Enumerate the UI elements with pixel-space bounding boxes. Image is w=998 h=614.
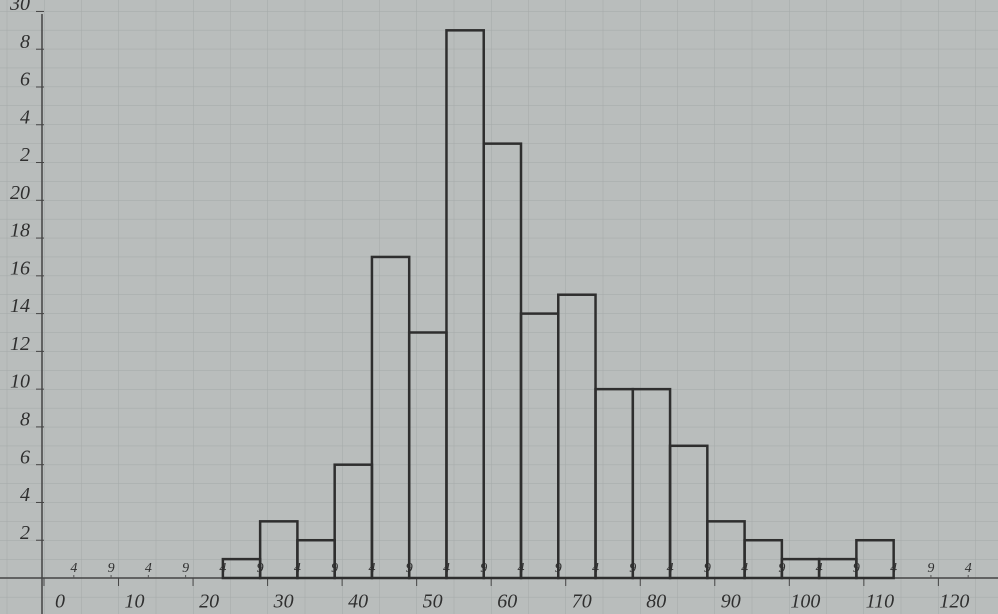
x-tick-label: 70 [572, 591, 592, 613]
chart: 2 4 6 8 10 12 14 16 18 20 2 4 6 8 30 0 10 20 30 40 50 60 70 80 9… [0, 0, 998, 614]
graph-paper [0, 0, 998, 614]
y-tick-label: 18 [10, 220, 30, 242]
y-tick-label: 4 [20, 106, 30, 128]
x-tick-label: 50 [423, 591, 443, 613]
y-tick-label: 14 [10, 295, 30, 317]
bin-edge-label: 9 [182, 561, 189, 576]
y-tick-label: 16 [10, 257, 30, 279]
y-tick-label: 20 [10, 182, 30, 204]
y-tick-label: 8 [20, 409, 30, 431]
y-tick-label: 30 [9, 0, 30, 15]
x-tick-label: 0 [55, 591, 65, 613]
y-tick-label: 12 [10, 333, 30, 355]
x-tick-label: 120 [939, 591, 969, 613]
x-tick-label: 100 [790, 591, 820, 613]
x-tick-label: 40 [348, 591, 368, 613]
y-tick-label: 8 [20, 31, 30, 53]
x-tick-label: 90 [721, 591, 741, 613]
y-tick-label: 6 [20, 446, 30, 468]
bin-edge-label: 4 [145, 561, 152, 576]
bin-edge-label: 9 [108, 561, 115, 576]
bin-edge-label: 9 [927, 561, 934, 576]
page: 2 4 6 8 10 12 14 16 18 20 2 4 6 8 30 0 10 20 30 40 50 60 70 80 9… [0, 0, 998, 614]
y-tick-label: 2 [20, 144, 30, 166]
x-tick-label: 10 [125, 591, 145, 613]
y-tick-label: 10 [10, 371, 30, 393]
bin-edge-label: 4 [70, 561, 77, 576]
y-tick-label: 2 [20, 522, 30, 544]
x-tick-label: 30 [273, 591, 294, 613]
x-tick-label: 20 [199, 591, 219, 613]
x-tick-label: 80 [646, 591, 666, 613]
y-tick-label: 6 [20, 69, 30, 91]
x-tick-label: 60 [497, 591, 517, 613]
x-tick-label: 110 [866, 591, 895, 613]
bin-edge-label: 4 [965, 561, 972, 576]
y-tick-label: 4 [20, 484, 30, 506]
